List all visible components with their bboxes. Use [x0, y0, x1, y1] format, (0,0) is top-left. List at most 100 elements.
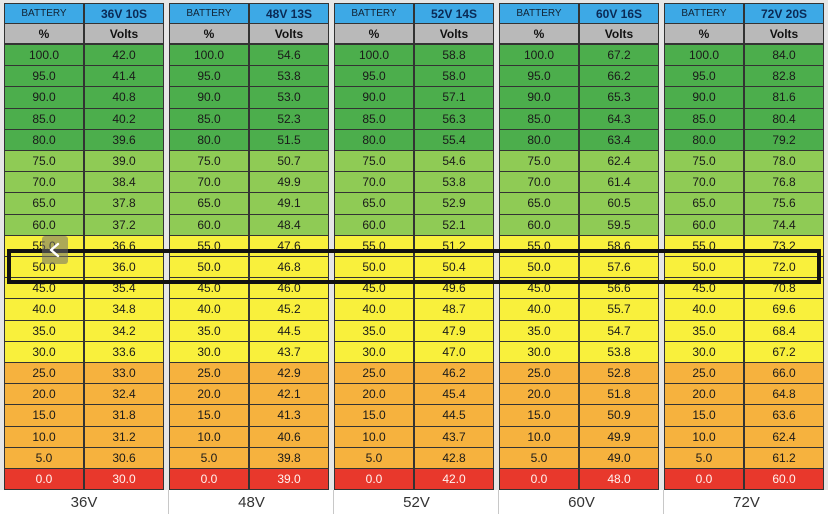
- volts-cell: 54.6: [414, 150, 494, 173]
- volts-cell: 52.3: [249, 107, 329, 130]
- volts-cell: 78.0: [744, 150, 824, 173]
- battery-header-label: BATTERY: [664, 3, 744, 24]
- volts-cell: 82.8: [744, 65, 824, 88]
- percent-cell: 40.0: [4, 298, 84, 321]
- volts-cell: 42.1: [249, 383, 329, 406]
- table-row: 5.0 61.2: [664, 446, 824, 469]
- table-caption: 60V: [498, 490, 664, 514]
- table-row: 0.0 42.0: [334, 468, 494, 491]
- percent-cell: 25.0: [664, 362, 744, 385]
- percent-cell: 15.0: [334, 404, 414, 427]
- table-row: 100.0 42.0: [4, 44, 164, 67]
- volts-cell: 52.9: [414, 192, 494, 215]
- percent-cell: 95.0: [499, 65, 579, 88]
- percent-cell: 70.0: [499, 171, 579, 194]
- percent-cell: 70.0: [334, 171, 414, 194]
- percent-cell: 60.0: [169, 213, 249, 236]
- battery-table: BATTERY 48V 13S% Volts 100.0 54.6 95.0 53.8 90.…: [169, 0, 329, 491]
- table-header-row: BATTERY 48V 13S: [169, 3, 329, 24]
- volts-cell: 46.2: [414, 362, 494, 385]
- voltage-header: 48V 13S: [249, 3, 329, 24]
- percent-cell: 80.0: [334, 128, 414, 151]
- volts-cell: 45.2: [249, 298, 329, 321]
- table-header-row: BATTERY 36V 10S: [4, 3, 164, 24]
- column-header-row: % Volts: [334, 23, 494, 44]
- percent-cell: 90.0: [664, 86, 744, 109]
- percent-cell: 5.0: [4, 446, 84, 469]
- table-caption: 72V: [663, 490, 828, 514]
- percent-cell: 20.0: [664, 383, 744, 406]
- volts-cell: 76.8: [744, 171, 824, 194]
- percent-cell: 65.0: [4, 192, 84, 215]
- table-row: 70.0 76.8: [664, 171, 824, 194]
- table-row: 65.0 52.9: [334, 192, 494, 215]
- table-row: 5.0 39.8: [169, 446, 329, 469]
- table-row: 75.0 39.0: [4, 150, 164, 173]
- percent-column-header: %: [334, 23, 414, 44]
- voltage-header: 72V 20S: [744, 3, 824, 24]
- table-row: 25.0 52.8: [499, 362, 659, 385]
- percent-cell: 30.0: [499, 340, 579, 363]
- table-row: 100.0 54.6: [169, 44, 329, 67]
- percent-cell: 85.0: [169, 107, 249, 130]
- volts-cell: 38.4: [84, 171, 164, 194]
- table-row: 10.0 40.6: [169, 425, 329, 448]
- volts-cell: 50.9: [579, 404, 659, 427]
- table-row: 75.0 54.6: [334, 150, 494, 173]
- volts-cell: 58.8: [414, 44, 494, 67]
- volts-cell: 44.5: [249, 319, 329, 342]
- volts-cell: 57.1: [414, 86, 494, 109]
- table-row: 35.0 54.7: [499, 319, 659, 342]
- percent-cell: 80.0: [664, 128, 744, 151]
- column-header-row: % Volts: [499, 23, 659, 44]
- table-row: 65.0 37.8: [4, 192, 164, 215]
- percent-column-header: %: [499, 23, 579, 44]
- table-row: 0.0 60.0: [664, 468, 824, 491]
- battery-table: BATTERY 60V 16S% Volts 100.0 67.2 95.0 66.2 90.…: [499, 0, 659, 491]
- previous-button[interactable]: [42, 236, 68, 264]
- table-row: 95.0 53.8: [169, 65, 329, 88]
- table-row: 80.0 51.5: [169, 128, 329, 151]
- table-row: 30.0 33.6: [4, 340, 164, 363]
- percent-cell: 65.0: [169, 192, 249, 215]
- table-row: 100.0 67.2: [499, 44, 659, 67]
- table-row: 25.0 42.9: [169, 362, 329, 385]
- table-row: 15.0 44.5: [334, 404, 494, 427]
- table-row: 15.0 41.3: [169, 404, 329, 427]
- percent-cell: 10.0: [334, 425, 414, 448]
- battery-table: BATTERY 72V 20S% Volts 100.0 84.0 95.0 82.8 90.…: [664, 0, 824, 491]
- volts-cell: 34.8: [84, 298, 164, 321]
- volts-cell: 53.0: [249, 86, 329, 109]
- volts-cell: 55.4: [414, 128, 494, 151]
- percent-cell: 50.0: [499, 256, 579, 279]
- volts-cell: 51.8: [579, 383, 659, 406]
- volts-cell: 33.0: [84, 362, 164, 385]
- table-row: 80.0 55.4: [334, 128, 494, 151]
- table-row: 100.0 58.8: [334, 44, 494, 67]
- percent-cell: 80.0: [4, 128, 84, 151]
- column-header-row: % Volts: [664, 23, 824, 44]
- percent-cell: 100.0: [664, 44, 744, 67]
- percent-cell: 40.0: [664, 298, 744, 321]
- table-row: 85.0 40.2: [4, 107, 164, 130]
- volts-cell: 67.2: [744, 340, 824, 363]
- table-row: 20.0 45.4: [334, 383, 494, 406]
- percent-cell: 15.0: [664, 404, 744, 427]
- percent-cell: 60.0: [499, 213, 579, 236]
- percent-cell: 30.0: [334, 340, 414, 363]
- volts-cell: 55.7: [579, 298, 659, 321]
- percent-cell: 65.0: [499, 192, 579, 215]
- volts-cell: 41.3: [249, 404, 329, 427]
- table-row: 10.0 62.4: [664, 425, 824, 448]
- battery-header-label: BATTERY: [499, 3, 579, 24]
- volts-cell: 34.2: [84, 319, 164, 342]
- percent-cell: 35.0: [4, 319, 84, 342]
- percent-cell: 70.0: [169, 171, 249, 194]
- table-row: 40.0 45.2: [169, 298, 329, 321]
- table-row: 5.0 49.0: [499, 446, 659, 469]
- volts-cell: 39.6: [84, 128, 164, 151]
- table-row: 20.0 51.8: [499, 383, 659, 406]
- volts-cell: 42.0: [414, 468, 494, 491]
- volts-cell: 50.7: [249, 150, 329, 173]
- volts-cell: 43.7: [249, 340, 329, 363]
